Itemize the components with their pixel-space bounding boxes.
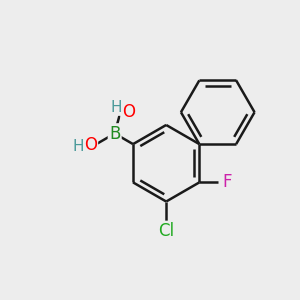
Text: H: H: [72, 139, 84, 154]
Text: H: H: [110, 100, 122, 115]
Text: B: B: [109, 124, 120, 142]
Text: F: F: [222, 173, 232, 191]
Text: O: O: [122, 103, 135, 121]
Text: O: O: [84, 136, 97, 154]
Text: Cl: Cl: [158, 222, 174, 240]
